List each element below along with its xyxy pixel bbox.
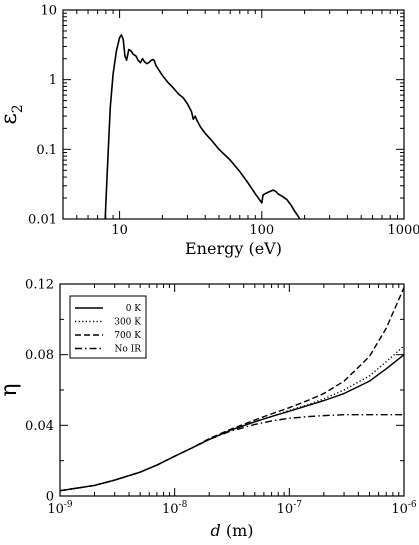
eta-series-line-1 <box>60 345 404 492</box>
x-tick-label-base: 10 <box>47 502 64 517</box>
x-axis-label-variable: d <box>211 521 221 540</box>
x-tick-label: 10 <box>111 223 128 238</box>
legend: 0 K 300 K 700 K No IR <box>69 295 147 359</box>
legend-label-2: 700 K <box>114 331 141 341</box>
x-axis-label: d (m) <box>211 521 254 540</box>
epsilon2-series-line <box>104 34 301 219</box>
y-tick-label: 10 <box>40 4 57 19</box>
x-axis-label-unit: (m) <box>221 521 254 540</box>
eta-series-line-3 <box>60 414 404 492</box>
y-axis-label: ε2 <box>0 104 26 124</box>
y-axis-label-subscript: 2 <box>10 104 26 113</box>
x-tick-label-exponent: -9 <box>64 500 73 510</box>
x-tick-label: 10-6 <box>391 500 417 517</box>
eta-series-line-2 <box>60 287 404 492</box>
panel-top-epsilon2: 10 100 1000 0.01 0.1 1 10 Energy (eV) ε2 <box>0 4 419 259</box>
x-tick-label-base: 10 <box>277 502 294 517</box>
x-tick-label: 10-8 <box>162 500 188 517</box>
x-tick-label-exponent: -8 <box>179 500 188 510</box>
y-tick-label: 0.04 <box>25 419 54 434</box>
x-tick-label: 10-9 <box>47 500 73 517</box>
legend-box <box>69 295 147 359</box>
y-tick-label: 0.12 <box>25 278 54 293</box>
y-axis-label: η <box>0 383 22 396</box>
y-tick-label: 0.01 <box>28 213 57 228</box>
x-tick-label-base: 10 <box>162 502 179 517</box>
y-axis-label-symbol: ε <box>0 113 22 124</box>
x-tick-label: 1000 <box>387 223 419 238</box>
eta-series-line-0 <box>60 354 404 492</box>
legend-label-3: No IR <box>115 345 142 355</box>
plot-frame-top <box>62 9 405 220</box>
legend-label-1: 300 K <box>114 318 141 328</box>
panel-bottom-eta: 10-910-810-710-600.040.080.12d (m)η0 K30… <box>0 278 417 541</box>
x-tick-label-exponent: -7 <box>293 500 302 510</box>
x-tick-label-exponent: -6 <box>408 500 417 510</box>
legend-label-0: 0 K <box>126 304 142 314</box>
y-tick-label: 0.1 <box>36 143 57 158</box>
x-tick-label: 10-7 <box>277 500 303 517</box>
y-tick-label: 1 <box>49 73 57 88</box>
y-tick-label: 0 <box>46 490 54 505</box>
y-tick-label: 0.08 <box>25 348 54 363</box>
x-tick-label-base: 10 <box>391 502 408 517</box>
x-axis-label: Energy (eV) <box>185 239 282 258</box>
x-tick-label: 100 <box>249 223 274 238</box>
